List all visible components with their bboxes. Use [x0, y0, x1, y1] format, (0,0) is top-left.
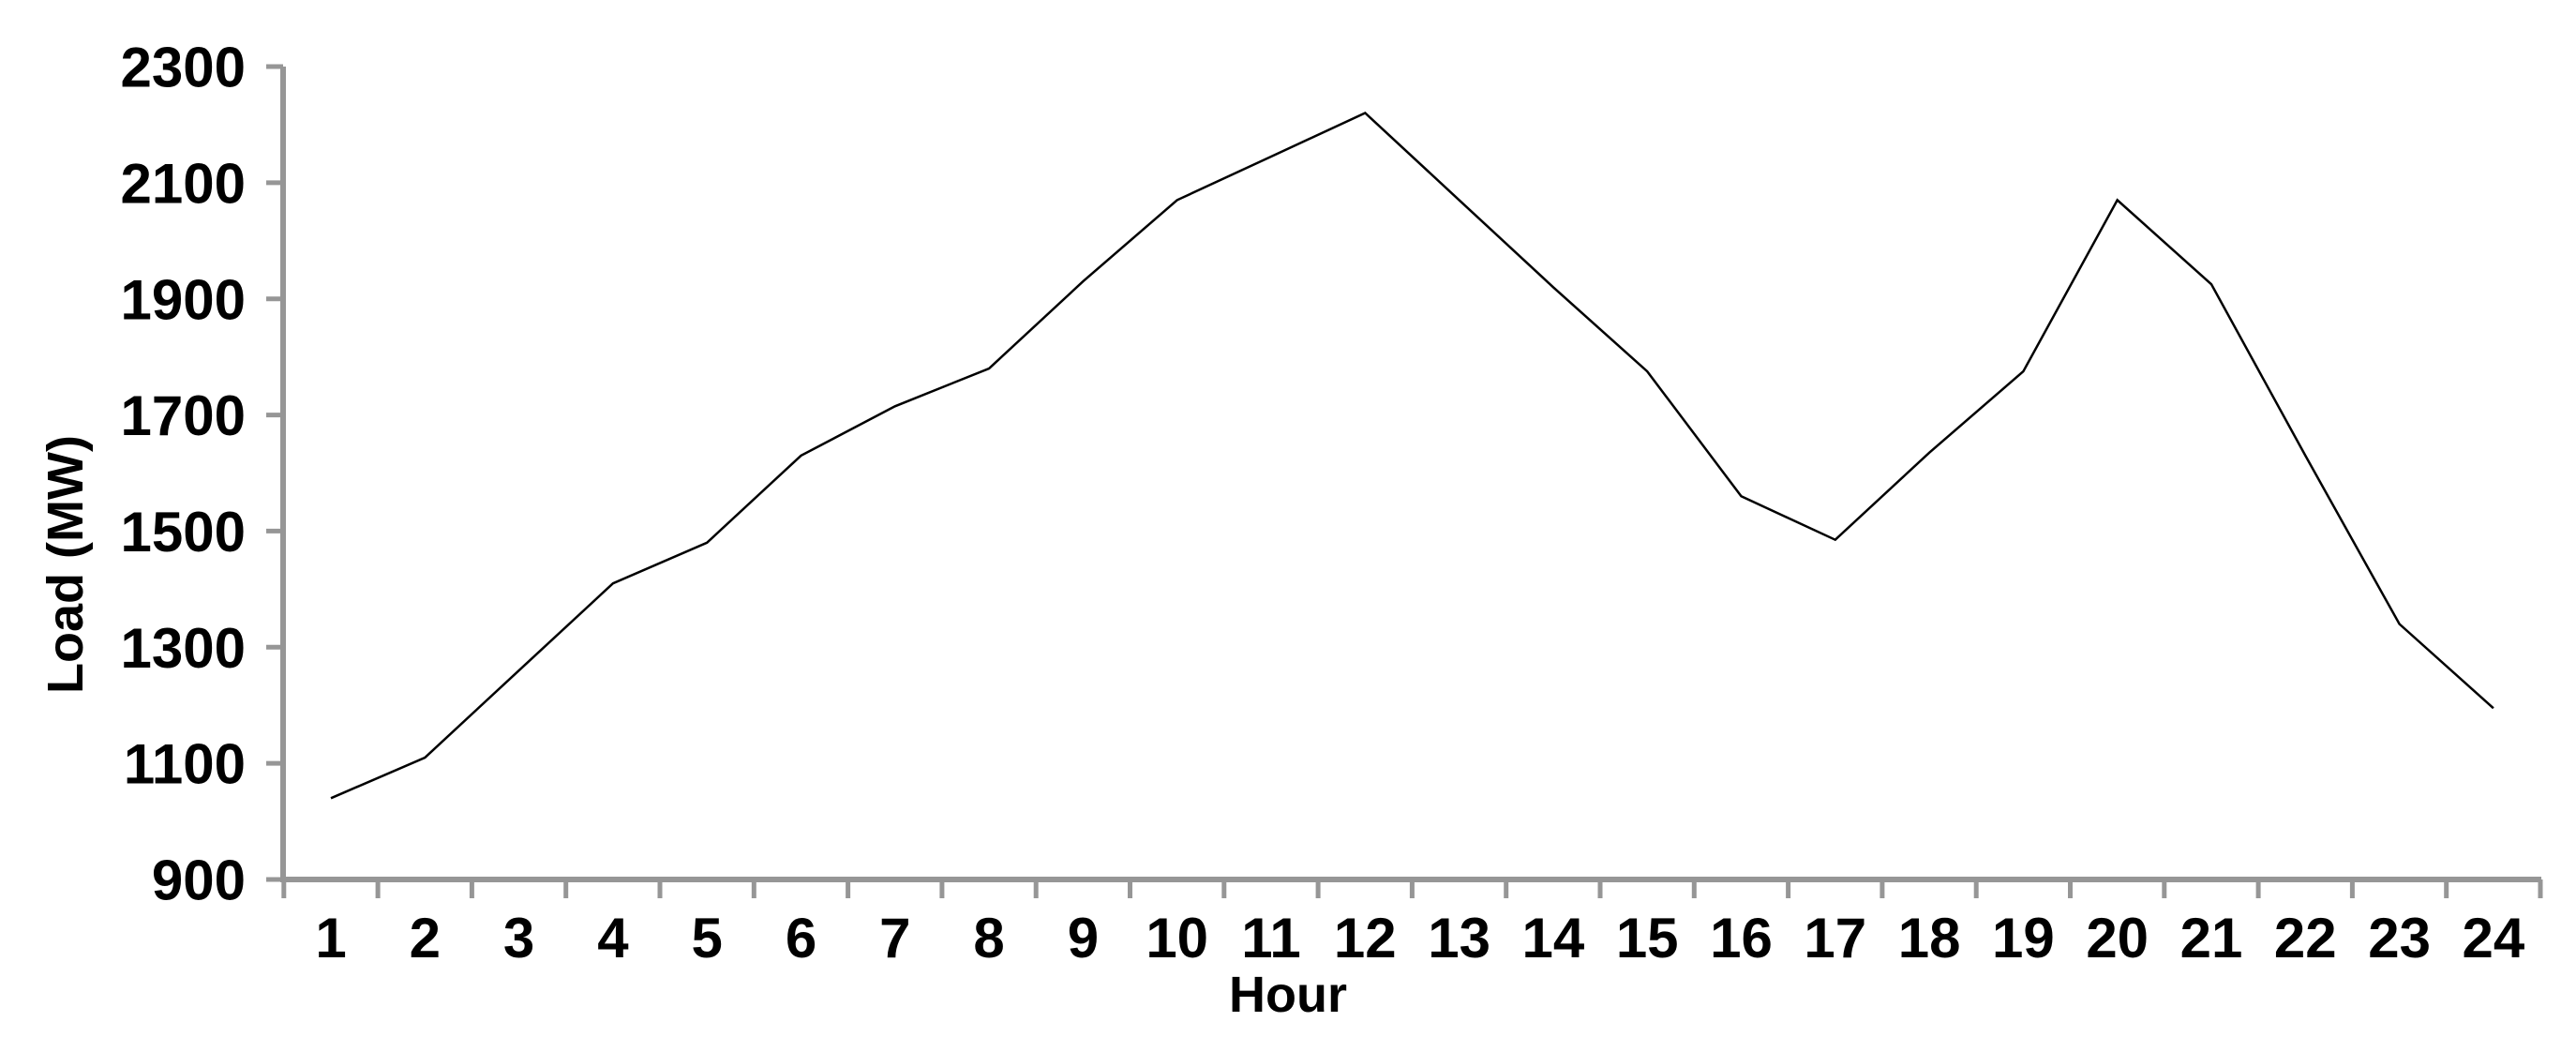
- y-tick-label: 900: [152, 849, 246, 912]
- axes-layer: [266, 64, 2543, 898]
- x-tick-label: 16: [1710, 907, 1773, 969]
- y-tick-label: 1300: [121, 617, 246, 680]
- x-tick-label: 21: [2180, 907, 2243, 969]
- load-series-line: [330, 112, 2494, 800]
- x-tick-label: 12: [1334, 907, 1397, 969]
- x-tick-label: 9: [1068, 907, 1099, 969]
- x-tick-label: 22: [2274, 907, 2337, 969]
- x-tick-label: 24: [2463, 907, 2525, 969]
- x-tick-label: 13: [1428, 907, 1490, 969]
- y-tick-label: 1500: [121, 501, 246, 564]
- x-axis-title: Hour: [1229, 967, 1347, 1023]
- x-tick-label: 5: [692, 907, 723, 969]
- x-tick-label: 14: [1522, 907, 1585, 969]
- x-tick-label: 15: [1616, 907, 1679, 969]
- x-tick-label: 10: [1146, 907, 1208, 969]
- x-tick-label: 11: [1241, 907, 1300, 969]
- x-tick-label: 23: [2368, 907, 2431, 969]
- x-tick-label: 6: [786, 907, 816, 969]
- x-tick-label: 7: [879, 907, 910, 969]
- x-tick-label: 8: [973, 907, 1004, 969]
- x-tick-label: 18: [1898, 907, 1961, 969]
- x-tick-label: 19: [1992, 907, 2055, 969]
- y-tick-label: 1700: [121, 384, 246, 447]
- x-tick-label: 1: [315, 907, 346, 969]
- y-axis-title: Load (MW): [37, 435, 94, 694]
- y-tick-label: 2300: [121, 37, 246, 99]
- y-tick-label: 1900: [121, 268, 246, 331]
- x-tick-label: 20: [2086, 907, 2149, 969]
- y-tick-label: 1100: [124, 733, 246, 796]
- x-tick-label: 2: [410, 907, 441, 969]
- x-tick-label: 3: [503, 907, 534, 969]
- y-tick-label: 2100: [121, 152, 246, 215]
- series-layer: [330, 112, 2494, 800]
- x-tick-label: 4: [597, 907, 629, 969]
- x-tick-label: 17: [1804, 907, 1866, 969]
